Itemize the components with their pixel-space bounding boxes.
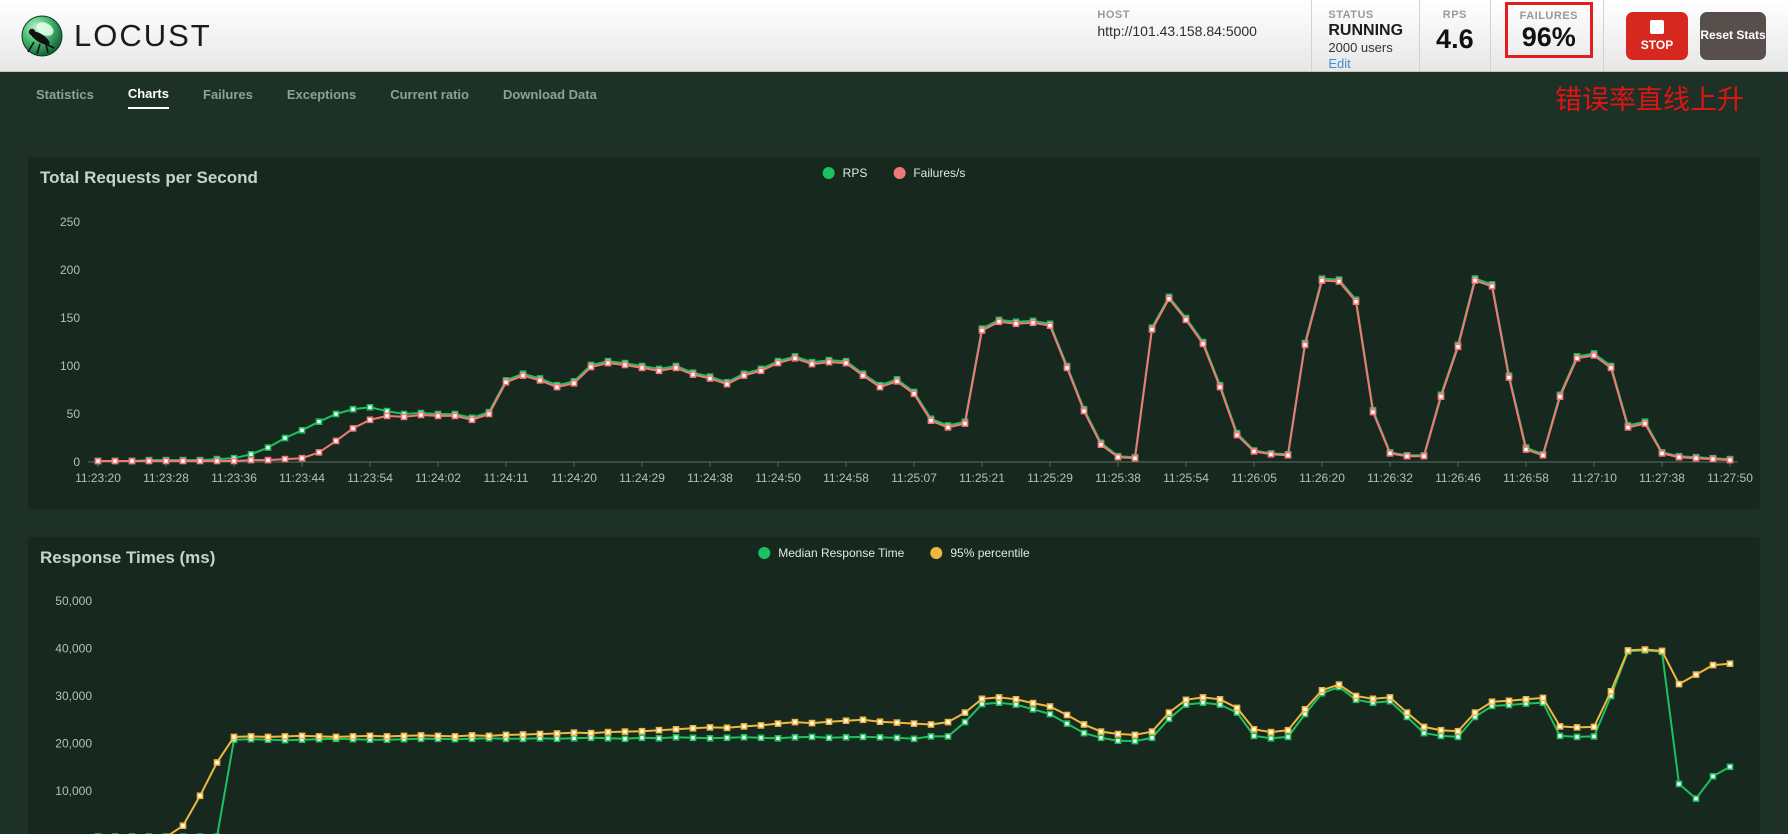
- legend-label: Failures/s: [913, 166, 966, 180]
- legend-dot-icon: [758, 547, 771, 559]
- svg-text:11:25:29: 11:25:29: [1027, 471, 1073, 485]
- svg-text:11:25:07: 11:25:07: [891, 471, 937, 485]
- svg-text:20,000: 20,000: [55, 737, 92, 751]
- svg-text:11:23:44: 11:23:44: [279, 471, 325, 485]
- status-label: STATUS: [1328, 9, 1374, 21]
- rps-chart[interactable]: 0 50 100 150 200 250 11:23:20 11:23:28 11:23:36 1…: [28, 192, 1760, 492]
- legend-label: RPS: [842, 166, 868, 180]
- svg-text:11:23:28: 11:23:28: [143, 471, 189, 485]
- svg-text:11:23:54: 11:23:54: [347, 471, 393, 485]
- stop-button-label: STOP: [1640, 37, 1674, 52]
- svg-text:10,000: 10,000: [55, 784, 92, 798]
- app-title: LOCUST: [74, 17, 212, 53]
- tab-statistics[interactable]: Statistics: [36, 86, 94, 102]
- svg-text:11:24:50: 11:24:50: [755, 471, 801, 485]
- tab-failures[interactable]: Failures: [203, 86, 253, 102]
- svg-text:11:26:20: 11:26:20: [1299, 471, 1345, 485]
- legend-dot-icon: [822, 167, 835, 179]
- response-times-chart-panel: Response Times (ms) Median Response Time…: [28, 537, 1760, 834]
- rps-chart-panel: Total Requests per Second RPS Failures/s …: [28, 157, 1760, 509]
- svg-text:11:24:02: 11:24:02: [415, 471, 461, 485]
- svg-text:250: 250: [60, 215, 80, 229]
- host-label: HOST: [1097, 9, 1130, 21]
- svg-text:50: 50: [67, 407, 81, 421]
- chart-legend: Median Response Time 95% percentile: [758, 546, 1030, 560]
- legend-label: 95% percentile: [950, 546, 1030, 560]
- svg-text:11:26:32: 11:26:32: [1367, 471, 1413, 485]
- legend-item-95-percentile[interactable]: 95% percentile: [930, 546, 1030, 560]
- svg-text:150: 150: [60, 311, 80, 325]
- svg-text:11:24:58: 11:24:58: [823, 471, 869, 485]
- status-value: RUNNING: [1328, 22, 1404, 39]
- chart-title: Response Times (ms): [40, 548, 216, 567]
- rps-block: RPS 4.6: [1419, 0, 1490, 71]
- stop-button[interactable]: STOP: [1626, 11, 1688, 60]
- svg-text:11:24:38: 11:24:38: [687, 471, 733, 485]
- svg-text:11:24:29: 11:24:29: [619, 471, 665, 485]
- stop-square-icon: [1650, 19, 1664, 34]
- tab-current-ratio[interactable]: Current ratio: [390, 86, 469, 102]
- failures-label: FAILURES: [1519, 10, 1578, 22]
- legend-item-failures-s[interactable]: Failures/s: [893, 166, 965, 180]
- handwritten-annotation: 错误率直线上升: [1555, 85, 1744, 115]
- legend-dot-icon: [893, 167, 906, 179]
- legend-label: Median Response Time: [778, 546, 905, 560]
- response-times-chart[interactable]: 10,000 20,000 30,000 40,000 50,000: [28, 577, 1760, 834]
- legend-item-rps[interactable]: RPS: [822, 166, 868, 180]
- reset-stats-button[interactable]: Reset Stats: [1700, 11, 1766, 60]
- svg-text:200: 200: [60, 263, 80, 277]
- svg-text:11:23:20: 11:23:20: [75, 471, 121, 485]
- tab-charts[interactable]: Charts: [127, 76, 169, 109]
- svg-text:11:27:38: 11:27:38: [1639, 471, 1685, 485]
- edit-link[interactable]: Edit: [1328, 56, 1351, 71]
- app-header: LOCUST HOST http://101.43.158.84:5000 ST…: [0, 0, 1788, 72]
- svg-text:11:27:50: 11:27:50: [1707, 471, 1753, 485]
- svg-text:11:24:11: 11:24:11: [484, 471, 529, 485]
- chart-title: Total Requests per Second: [40, 168, 258, 187]
- svg-text:30,000: 30,000: [55, 689, 92, 703]
- svg-text:11:23:36: 11:23:36: [211, 471, 257, 485]
- svg-text:11:25:21: 11:25:21: [959, 471, 1005, 485]
- brand: LOCUST: [0, 14, 212, 58]
- chart-legend: RPS Failures/s: [822, 166, 965, 180]
- svg-text:0: 0: [73, 455, 80, 469]
- nav-bar: Statistics Charts Failures Exceptions Cu…: [0, 72, 1788, 115]
- svg-text:50,000: 50,000: [55, 594, 92, 608]
- svg-text:11:26:46: 11:26:46: [1435, 471, 1481, 485]
- rps-label: RPS: [1442, 9, 1467, 21]
- svg-text:100: 100: [60, 359, 80, 373]
- svg-text:11:25:38: 11:25:38: [1095, 471, 1141, 485]
- svg-text:11:25:54: 11:25:54: [1163, 471, 1209, 485]
- legend-dot-icon: [930, 547, 943, 559]
- svg-text:11:24:20: 11:24:20: [551, 471, 597, 485]
- legend-item-median-response-time[interactable]: Median Response Time: [758, 546, 904, 560]
- status-block: STATUS RUNNING 2000 users Edit: [1311, 0, 1419, 71]
- svg-text:11:27:10: 11:27:10: [1571, 471, 1617, 485]
- locust-logo-icon: [21, 15, 63, 56]
- host-block: HOST http://101.43.158.84:5000: [1081, 0, 1311, 71]
- header-buttons: STOP Reset Stats: [1603, 0, 1788, 71]
- tab-download-data[interactable]: Download Data: [502, 86, 597, 102]
- svg-text:11:26:58: 11:26:58: [1503, 471, 1549, 485]
- host-value: http://101.43.158.84:5000: [1097, 23, 1257, 39]
- tab-exceptions[interactable]: Exceptions: [286, 86, 357, 102]
- status-user-count: 2000 users: [1328, 40, 1393, 55]
- failures-annotation-box: FAILURES 96%: [1504, 2, 1593, 58]
- svg-text:40,000: 40,000: [55, 642, 92, 656]
- failures-value: 96%: [1521, 22, 1576, 52]
- svg-text:11:26:05: 11:26:05: [1231, 471, 1277, 485]
- rps-value: 4.6: [1436, 24, 1474, 54]
- failures-block: FAILURES 96%: [1489, 0, 1603, 71]
